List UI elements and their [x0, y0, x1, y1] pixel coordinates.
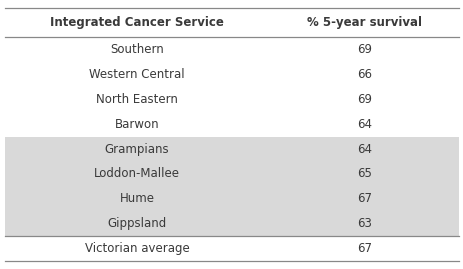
Text: Southern: Southern	[110, 43, 163, 56]
Bar	[5, 161, 458, 186]
Text: 67: 67	[356, 242, 371, 255]
Bar	[5, 186, 458, 211]
Text: Victorian average: Victorian average	[84, 242, 189, 255]
Text: Loddon-Mallee: Loddon-Mallee	[94, 167, 180, 180]
Text: 63: 63	[356, 217, 371, 230]
Text: 64: 64	[356, 143, 371, 155]
Text: 69: 69	[356, 43, 371, 56]
Text: Barwon: Barwon	[114, 118, 159, 131]
Text: 69: 69	[356, 93, 371, 106]
Text: Western Central: Western Central	[89, 68, 184, 81]
Bar	[5, 137, 458, 161]
Text: 65: 65	[356, 167, 371, 180]
Bar	[5, 211, 458, 236]
Text: 67: 67	[356, 192, 371, 205]
Text: Integrated Cancer Service: Integrated Cancer Service	[50, 16, 223, 29]
Text: % 5-year survival: % 5-year survival	[306, 16, 421, 29]
Text: Gippsland: Gippsland	[107, 217, 166, 230]
Text: 66: 66	[356, 68, 371, 81]
Text: 64: 64	[356, 118, 371, 131]
Text: Grampians: Grampians	[104, 143, 169, 155]
Text: North Eastern: North Eastern	[96, 93, 177, 106]
Text: Hume: Hume	[119, 192, 154, 205]
